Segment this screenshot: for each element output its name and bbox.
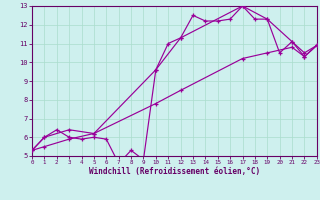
X-axis label: Windchill (Refroidissement éolien,°C): Windchill (Refroidissement éolien,°C) <box>89 167 260 176</box>
